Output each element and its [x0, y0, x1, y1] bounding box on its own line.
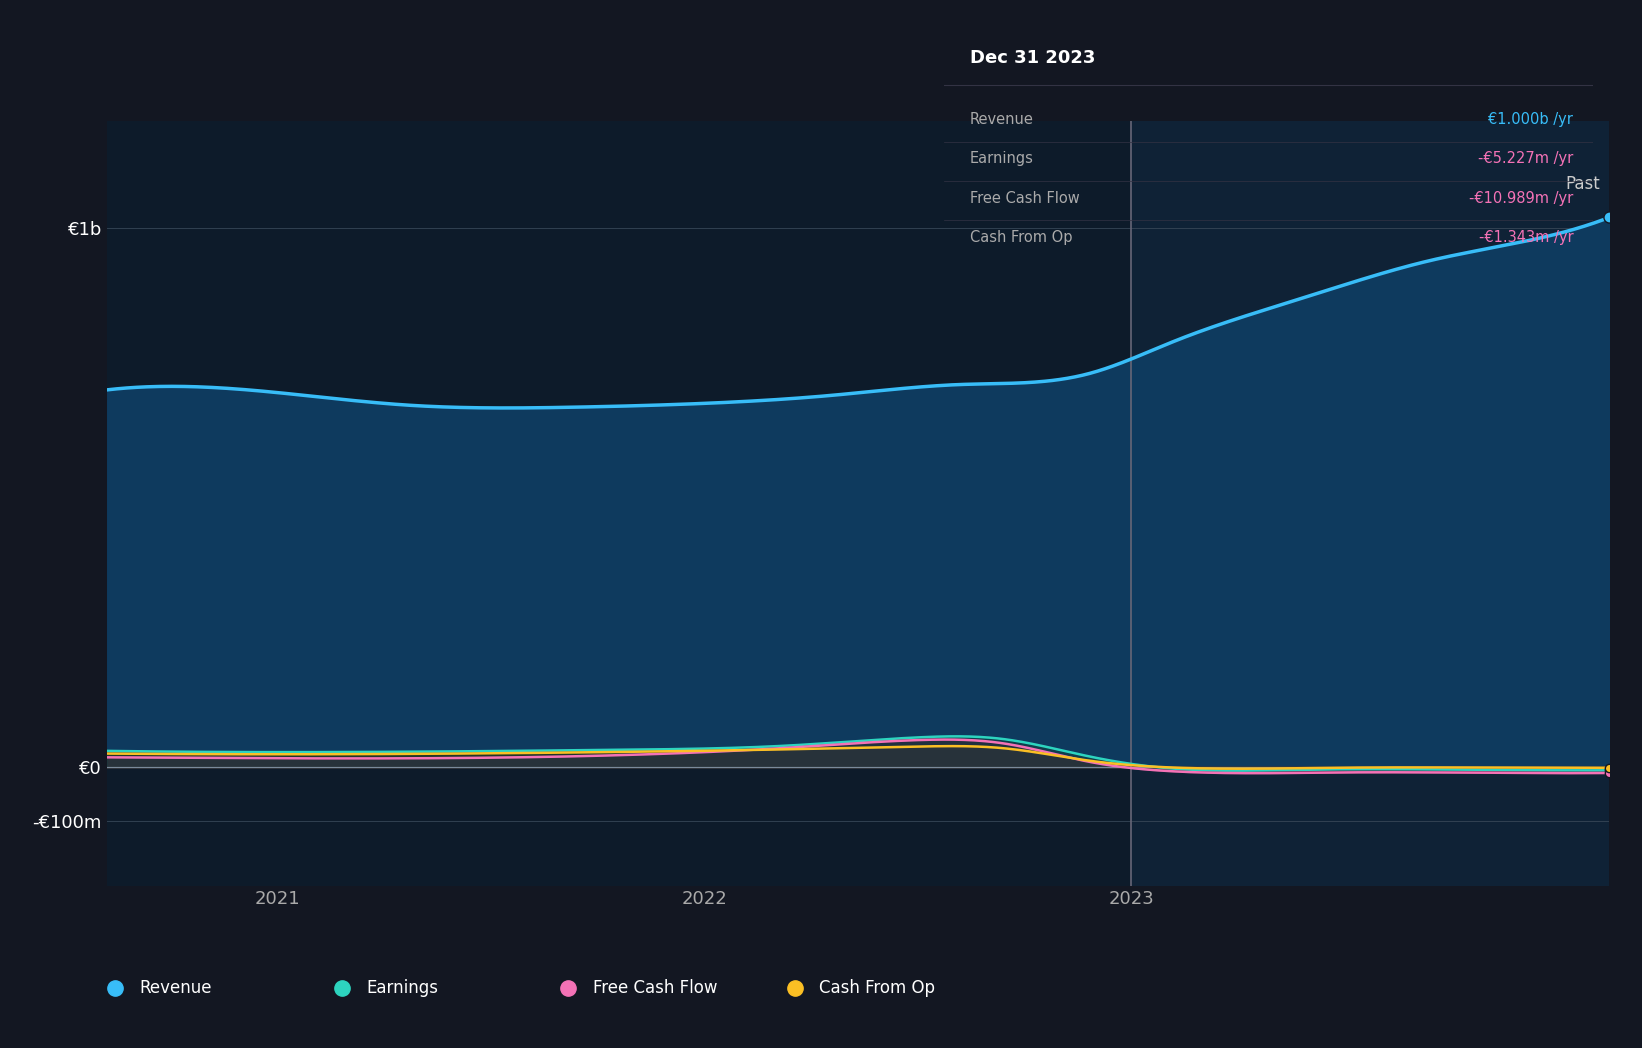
- Text: Past: Past: [1566, 175, 1601, 194]
- Text: -€10.989m /yr: -€10.989m /yr: [1470, 191, 1573, 205]
- Text: Free Cash Flow: Free Cash Flow: [593, 979, 718, 997]
- Text: Dec 31 2023: Dec 31 2023: [970, 49, 1095, 67]
- Text: Cash From Op: Cash From Op: [970, 231, 1072, 245]
- Text: Earnings: Earnings: [970, 151, 1034, 167]
- Text: Free Cash Flow: Free Cash Flow: [970, 191, 1080, 205]
- Text: Revenue: Revenue: [140, 979, 212, 997]
- Text: Earnings: Earnings: [366, 979, 438, 997]
- Text: €1.000b /yr: €1.000b /yr: [1488, 112, 1573, 127]
- Text: Cash From Op: Cash From Op: [819, 979, 936, 997]
- Text: -€5.227m /yr: -€5.227m /yr: [1478, 151, 1573, 167]
- Text: -€1.343m /yr: -€1.343m /yr: [1479, 231, 1573, 245]
- Text: Revenue: Revenue: [970, 112, 1034, 127]
- Bar: [1131, 121, 1609, 886]
